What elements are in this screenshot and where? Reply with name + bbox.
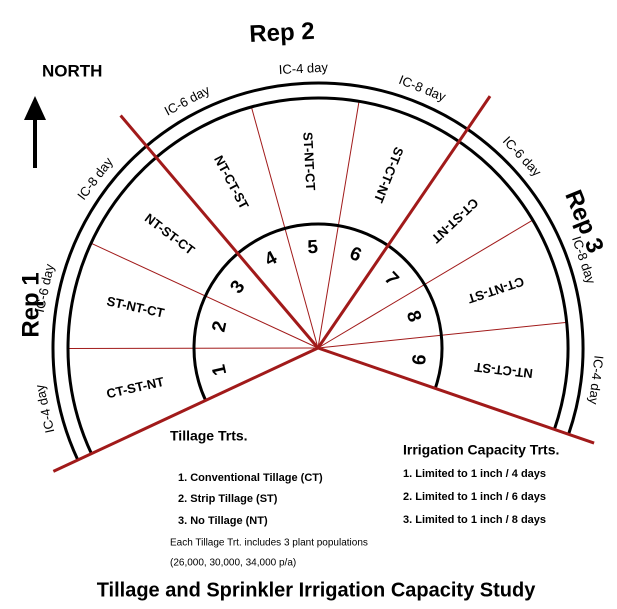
irrigation-label: IC-4 day [32,383,57,435]
tillage-label: ST-CT-NT [371,145,407,205]
plot-number: 6 [347,243,365,266]
tillage-label: CT-ST-NT [429,195,482,246]
irrigation-legend-item: 3. Limited to 1 inch / 8 days [403,514,546,526]
rep-divider [52,346,319,473]
irrigation-label: IC-4 day [586,355,607,406]
tillage-label: ST-NT-CT [105,293,165,320]
tillage-label: NT-ST-CT [142,210,198,257]
diagram-title: Tillage and Sprinkler Irrigation Capacit… [97,579,537,601]
rep-label: Rep 2 [249,18,316,48]
compass-label: NORTH [42,61,102,80]
tillage-legend-item: 3. No Tillage (NT) [178,515,268,527]
tillage-legend-item: 2. Strip Tillage (ST) [178,493,278,505]
plot-number: 7 [380,268,403,290]
tillage-legend-note: Each Tillage Trt. includes 3 plant popul… [170,538,368,549]
tillage-label: NT-CT-ST [474,360,534,382]
irrigation-label: IC-6 day [500,133,545,179]
irrigation-legend-item: 1. Limited to 1 inch / 4 days [403,468,546,480]
plot-number: 1 [208,362,231,377]
rep-divider [119,114,320,349]
tillage-legend-title: Tillage Trts. [170,428,248,444]
arc [192,222,444,402]
irrigation-legend-item: 2. Limited to 1 inch / 6 days [403,491,546,503]
irrigation-label: IC-4 day [278,60,328,78]
irrigation-label: IC-8 day [397,72,449,104]
rep-divider [316,95,492,349]
plot-number: 2 [208,319,231,334]
rep-label: Rep 3 [559,186,609,257]
plot-number: 4 [261,247,281,271]
irrigation-label: IC-6 day [162,82,213,118]
arc [51,81,585,461]
tillage-label: ST-NT-CT [300,132,318,191]
tillage-legend-note: (26,000, 30,000, 34,000 p/a) [170,558,296,569]
rep-divider [317,346,595,445]
plot-area: CT-ST-NT 1 IC-4 day ST-NT-CT 2 IC-6 day NT-ST-… [17,18,609,473]
rep-label: Rep 1 [17,272,44,337]
plot-number: 3 [226,277,249,298]
north-arrow-head [24,96,46,120]
irrigation-legend-title: Irrigation Capacity Trts. [403,442,559,458]
plot-number: 9 [407,353,429,366]
tillage-label: CT-NT-ST [466,274,526,307]
tillage-label: NT-CT-ST [211,153,252,212]
arc [66,96,570,455]
tillage-legend-item: 1. Conventional Tillage (CT) [178,472,323,484]
irrigation-label: IC-8 day [74,154,116,203]
plot-number: 5 [307,237,319,259]
tillage-label: CT-ST-NT [105,374,165,401]
plot-number: 8 [402,308,425,325]
